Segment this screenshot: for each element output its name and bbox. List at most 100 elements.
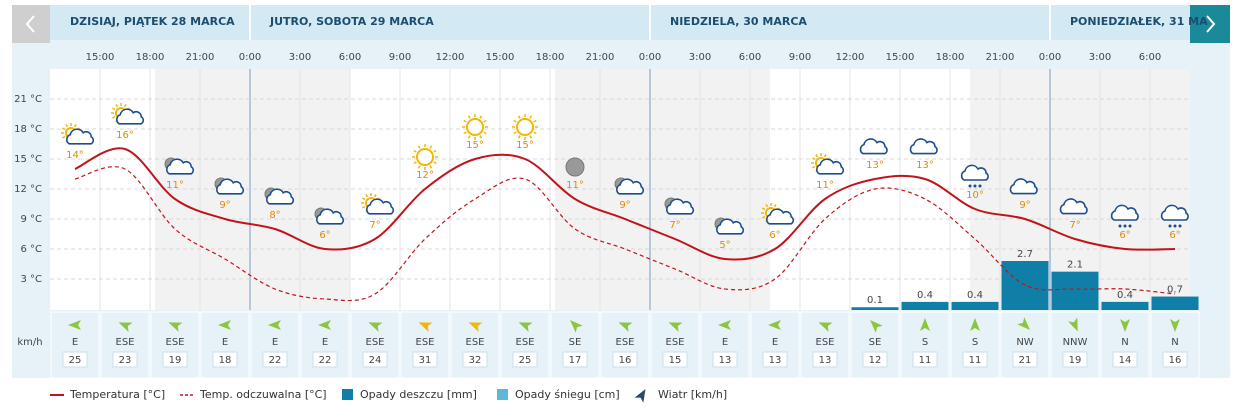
sun-ray — [73, 123, 77, 128]
rain-bar — [1151, 296, 1199, 310]
wind-direction: ESE — [666, 337, 685, 348]
wind-arrow — [870, 320, 883, 333]
wind-speed: 16 — [619, 355, 632, 366]
day-label: DZISIAJ, PIĄTEK 28 MARCA — [70, 15, 235, 28]
hour-label: 21:00 — [986, 52, 1015, 63]
sun-ray — [361, 205, 366, 209]
rain-label: 2.1 — [1067, 260, 1083, 271]
wind-speed-box — [362, 351, 388, 368]
sun-ray — [533, 119, 537, 123]
temperature-label: 6° — [1169, 230, 1180, 241]
cloud — [366, 198, 395, 215]
wind-speed-box — [712, 351, 738, 368]
sun-ray — [513, 131, 517, 135]
hour-label: 15:00 — [86, 52, 115, 63]
cloud — [66, 128, 95, 145]
sun-ray — [417, 145, 421, 149]
sun-ray — [417, 165, 421, 169]
sun-ray — [529, 115, 533, 119]
wind-arrow — [1068, 317, 1078, 332]
wind-speed-box — [462, 351, 488, 368]
wind-speed-box — [962, 351, 988, 368]
wind-speed-box — [912, 351, 938, 368]
wind-direction: NW — [1016, 337, 1033, 348]
sun-ray — [115, 103, 119, 108]
hour-label: 21:00 — [586, 52, 615, 63]
weather-icon — [1110, 204, 1139, 228]
sun-ray — [413, 149, 417, 153]
wind-direction: S — [922, 337, 928, 348]
rain-drop — [1128, 224, 1132, 228]
wind-direction: E — [272, 337, 278, 348]
hour-label: 12:00 — [436, 52, 465, 63]
sun-ray — [123, 103, 127, 108]
temperature-label: 9° — [1019, 200, 1030, 211]
hour-label: 9:00 — [389, 52, 411, 63]
cloud — [909, 138, 938, 155]
rain-label: 0.7 — [1167, 285, 1183, 296]
weather-icon — [61, 123, 95, 145]
wind-direction: NNW — [1063, 337, 1088, 348]
wind-arrow — [1120, 319, 1130, 332]
wind-direction: E — [322, 337, 328, 348]
hour-label: 12:00 — [836, 52, 865, 63]
day-label: NIEDZIELA, 30 MARCA — [670, 15, 807, 28]
wind-unit: km/h — [17, 337, 42, 348]
wind-direction: ESE — [416, 337, 435, 348]
feels-like-line — [74, 166, 1176, 302]
y-tick-label: 3 °C — [20, 274, 42, 285]
temperature-label: 5° — [719, 240, 730, 251]
wind-direction: N — [1171, 337, 1178, 348]
sun-ray — [463, 119, 467, 123]
hour-label: 9:00 — [789, 52, 811, 63]
prev-button[interactable] — [12, 5, 50, 43]
wind-speed: 19 — [1069, 355, 1082, 366]
wind-arrow — [118, 322, 133, 332]
temperature-label: 15° — [466, 140, 484, 151]
wind-speed-box — [662, 351, 688, 368]
wind-direction: ESE — [816, 337, 835, 348]
rain-label: 0.1 — [867, 295, 883, 306]
legend-label: Opady śniegu [cm] — [515, 388, 620, 401]
next-button[interactable] — [1190, 5, 1230, 43]
sun-ray — [529, 135, 533, 139]
hour-label: 15:00 — [886, 52, 915, 63]
sun-ray — [433, 149, 437, 153]
weather-icon — [314, 207, 345, 225]
wind-speed-box — [1012, 351, 1038, 368]
hour-label: 0:00 — [1039, 52, 1061, 63]
wind-direction: ESE — [466, 337, 485, 348]
temperature-label: 6° — [769, 230, 780, 241]
wind-speed-box — [812, 351, 838, 368]
wind-speed: 32 — [469, 355, 482, 366]
legend-label: Opady deszczu [mm] — [360, 388, 477, 401]
wind-arrow — [418, 322, 433, 332]
wind-arrow — [718, 320, 731, 330]
cloud — [116, 108, 145, 125]
temperature-label: 11° — [166, 180, 184, 191]
sun-ray — [361, 197, 366, 201]
weather-icon — [565, 157, 585, 177]
wind-speed: 17 — [569, 355, 582, 366]
temperature-label: 7° — [669, 220, 680, 231]
wind-arrow — [518, 322, 533, 332]
wind-arrow — [68, 320, 81, 330]
y-tick-label: 6 °C — [20, 244, 42, 255]
legend-swatch — [497, 389, 508, 400]
sun-ray — [467, 115, 471, 119]
temperature-label: 6° — [1119, 230, 1130, 241]
wind-speed: 23 — [119, 355, 132, 366]
wind-direction: E — [722, 337, 728, 348]
wind-speed-box — [62, 351, 88, 368]
rain-drop — [973, 184, 977, 188]
cloud — [616, 178, 645, 195]
y-tick-label: 21 °C — [14, 94, 42, 105]
rain-label: 0.4 — [1117, 290, 1133, 301]
weather-icon — [960, 164, 989, 188]
sun-ray — [517, 135, 521, 139]
wind-speed: 24 — [369, 355, 382, 366]
wind-arrow — [468, 322, 483, 332]
day-label: JUTRO, SOBOTA 29 MARCA — [269, 15, 434, 28]
weather-icon — [111, 103, 145, 125]
